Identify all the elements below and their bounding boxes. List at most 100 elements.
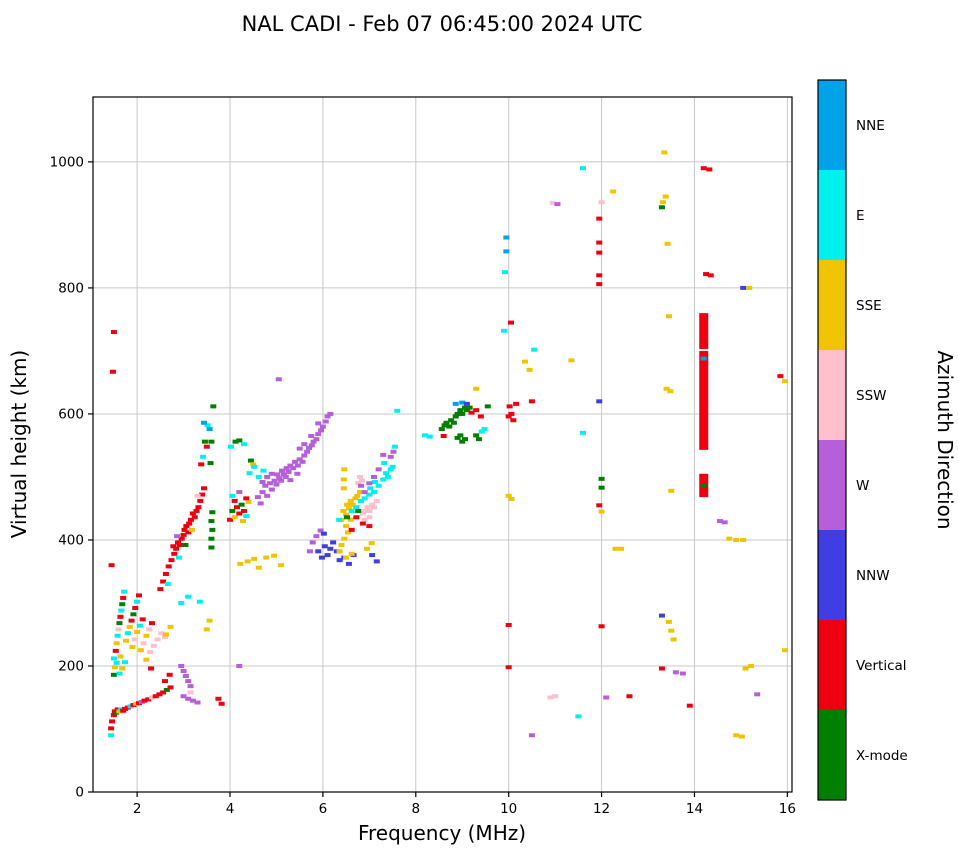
- scatter-point: [290, 466, 297, 471]
- scatter-point: [596, 273, 603, 278]
- scatter-point: [236, 490, 243, 495]
- scatter-point: [361, 517, 368, 522]
- scatter-point: [659, 200, 666, 205]
- scatter-point: [209, 510, 216, 515]
- scatter-point: [189, 698, 196, 703]
- scatter-point: [700, 356, 707, 361]
- colorbar-segment-v: [818, 620, 846, 710]
- scatter-point: [208, 519, 215, 524]
- scatter-point: [321, 544, 328, 549]
- scatter-point: [353, 505, 360, 510]
- scatter-point: [361, 496, 368, 501]
- scatter-point: [366, 508, 373, 513]
- scatter-point: [207, 461, 214, 466]
- scatter-point: [178, 663, 185, 668]
- scatter-point: [503, 249, 510, 254]
- scatter-point: [679, 671, 686, 676]
- scatter-point: [187, 690, 194, 695]
- scatter-point: [658, 666, 665, 671]
- scatter-point: [236, 438, 243, 443]
- colorbar-segment-nne: [818, 80, 846, 170]
- scatter-point: [579, 166, 586, 171]
- scatter-point: [777, 374, 784, 379]
- scatter-point: [370, 474, 377, 479]
- scatter-point: [130, 612, 137, 617]
- scatter-point: [481, 427, 488, 432]
- scatter-point: [510, 418, 517, 423]
- scatter-point: [721, 520, 728, 525]
- scatter-point: [115, 627, 122, 632]
- scatter-point: [740, 537, 747, 542]
- scatter-point: [110, 330, 117, 335]
- scatter-point: [134, 629, 141, 634]
- scatter-point: [324, 553, 331, 558]
- scatter-point: [160, 690, 167, 695]
- scatter-point: [463, 408, 470, 413]
- scatter-point: [369, 553, 376, 558]
- scatter-point: [150, 643, 157, 648]
- scatter-point: [598, 485, 605, 490]
- scatter-point: [114, 633, 121, 638]
- scatter-point: [366, 492, 373, 497]
- scatter-point: [380, 477, 387, 482]
- colorbar-tick-label: NNW: [856, 568, 890, 584]
- scatter-point: [366, 515, 373, 520]
- scatter-point: [186, 521, 193, 526]
- scatter-point: [195, 505, 202, 510]
- scatter-point: [136, 623, 143, 628]
- scatter-point: [146, 627, 153, 632]
- scatter-point: [547, 695, 554, 700]
- scatter-point: [438, 427, 445, 432]
- scatter-point: [463, 401, 470, 406]
- scatter-point: [152, 694, 159, 699]
- scatter-point: [117, 654, 124, 659]
- scatter-point: [263, 555, 270, 560]
- scatter-point: [454, 411, 461, 416]
- scatter-point: [389, 464, 396, 469]
- scatter-point: [251, 464, 258, 469]
- scatter-point: [549, 200, 556, 205]
- scatter-point: [754, 692, 761, 697]
- scatter-point: [193, 508, 200, 513]
- scatter-point: [135, 593, 142, 598]
- scatter-point: [109, 369, 116, 374]
- scatter-point: [268, 487, 275, 492]
- scatter-point: [477, 414, 484, 419]
- scatter-point: [276, 476, 283, 481]
- colorbar-segment-nnw: [818, 530, 846, 620]
- scatter-point: [160, 579, 167, 584]
- scatter-point: [183, 524, 190, 529]
- scatter-point: [282, 474, 289, 479]
- scatter-point: [116, 621, 123, 626]
- scatter-point: [664, 241, 671, 246]
- scatter-point: [359, 511, 366, 516]
- scatter-point: [336, 517, 343, 522]
- echo-bar: [699, 350, 709, 450]
- scatter-point: [264, 493, 271, 498]
- scatter-point: [391, 444, 398, 449]
- scatter-point: [139, 617, 146, 622]
- scatter-point: [344, 515, 351, 520]
- scatter-point: [162, 632, 169, 637]
- scatter-point: [129, 645, 136, 650]
- scatter-point: [457, 408, 464, 413]
- scatter-point: [355, 481, 362, 486]
- scatter-point: [167, 685, 174, 690]
- scatter-point: [440, 433, 447, 438]
- scatter-point: [375, 483, 382, 488]
- scatter-point: [468, 410, 475, 415]
- scatter-point: [354, 493, 361, 498]
- y-tick-label: 400: [58, 532, 84, 548]
- scatter-point: [274, 472, 281, 477]
- scatter-point: [260, 468, 267, 473]
- scatter-point: [349, 502, 356, 507]
- scatter-point: [343, 512, 350, 517]
- scatter-point: [347, 517, 354, 522]
- scatter-point: [197, 498, 204, 503]
- scatter-point: [336, 549, 343, 554]
- scatter-point: [531, 347, 538, 352]
- scatter-point: [194, 700, 201, 705]
- scatter-point: [185, 594, 192, 599]
- scatter-point: [661, 150, 668, 155]
- scatter-point: [296, 446, 303, 451]
